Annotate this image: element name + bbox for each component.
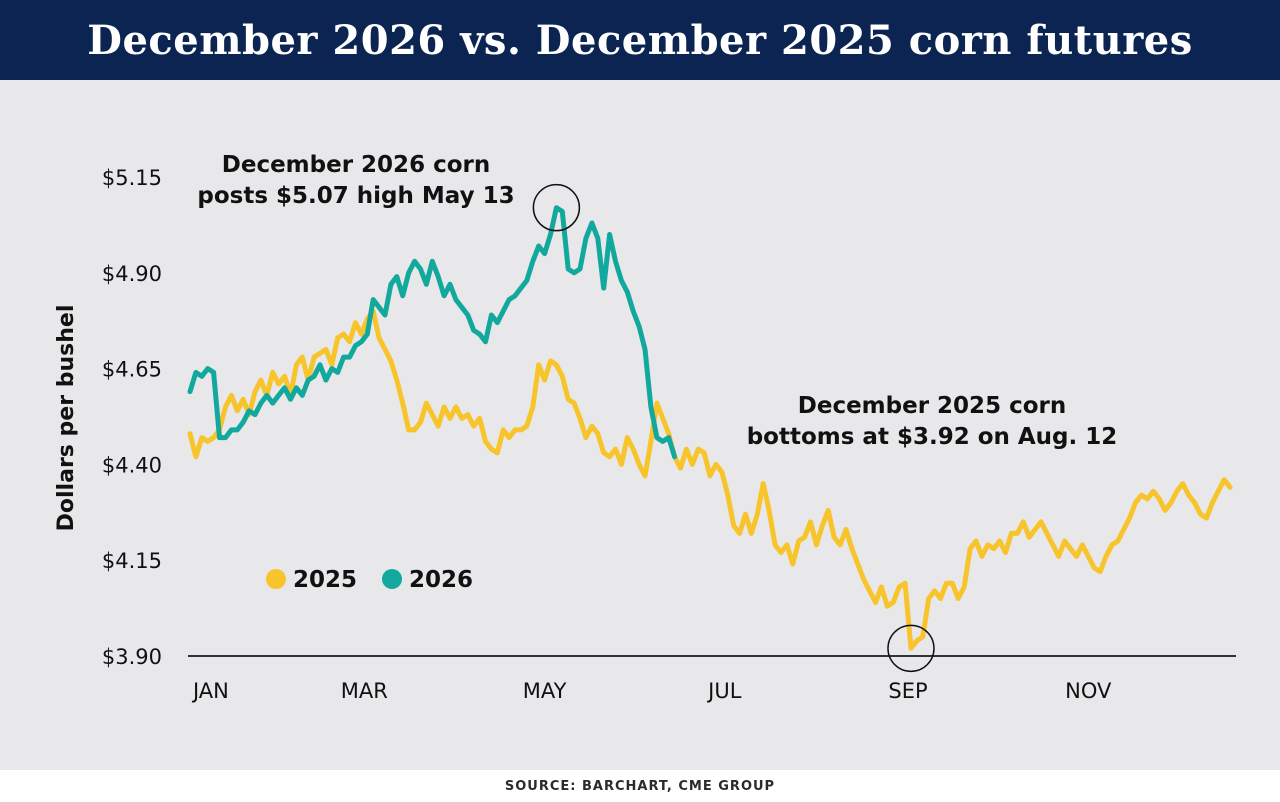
annotation-text-2026-line1: December 2026 corn [222, 152, 490, 178]
legend-label-2026: 2026 [409, 567, 473, 593]
legend-label-2025: 2025 [293, 567, 357, 593]
series-line-2025 [187, 308, 1233, 651]
y-tick-label: $4.15 [102, 549, 162, 573]
y-tick-label: $4.40 [102, 453, 162, 477]
y-tick-label: $3.90 [102, 645, 162, 669]
y-tick-label: $4.65 [102, 358, 162, 382]
annotation-text-2025-line1: December 2025 corn [798, 393, 1066, 419]
x-tick-label-jul: JUL [706, 679, 742, 703]
legend-marker-2026 [382, 569, 402, 589]
source-note: SOURCE: BARCHART, CME GROUP [504, 778, 776, 794]
annotations: December 2026 corn posts $5.07 high May 1… [197, 152, 1118, 673]
y-tick-label: $5.15 [102, 166, 162, 190]
x-tick-label-jan: JAN [191, 679, 229, 703]
source-footer: SOURCE: BARCHART, CME GROUP [0, 770, 1280, 802]
x-tick-label-mar: MAR [341, 679, 388, 703]
title-bar: December 2026 vs. December 2025 corn fut… [0, 0, 1280, 80]
legend: 2025 2026 [266, 567, 473, 593]
y-tick-label: $4.90 [102, 262, 162, 286]
x-tick-label-may: MAY [523, 679, 567, 703]
chart-title: December 2026 vs. December 2025 corn fut… [87, 16, 1193, 64]
series-group [187, 205, 1233, 651]
annotation-circle-2026 [532, 183, 581, 232]
y-axis-ticks: $5.15 $4.90 $4.65 $4.40 $4.15 $3.90 [102, 166, 162, 669]
annotation-circle-2025 [887, 624, 935, 673]
annotation-text-2025-line2: bottoms at $3.92 on Aug. 12 [747, 424, 1118, 450]
legend-marker-2025 [266, 569, 286, 589]
x-tick-label-nov: NOV [1065, 679, 1112, 703]
y-axis-label: Dollars per bushel [54, 305, 79, 532]
x-axis-ticks: JAN MAR MAY JUL SEP NOV [191, 679, 1112, 703]
series-line-2026 [187, 205, 678, 460]
annotation-text-2026-line2: posts $5.07 high May 13 [197, 183, 514, 209]
x-tick-label-sep: SEP [888, 679, 927, 703]
